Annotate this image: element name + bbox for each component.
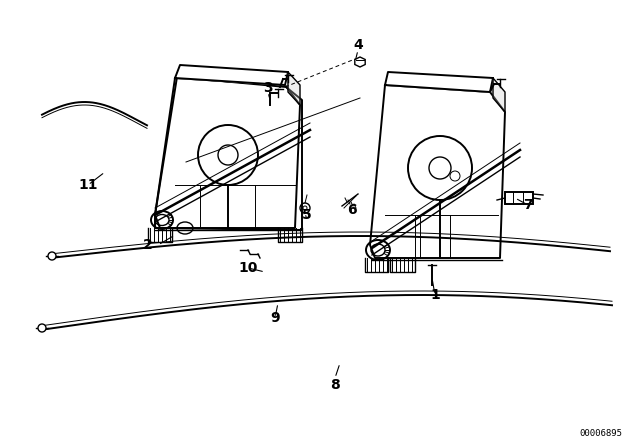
- Polygon shape: [493, 78, 505, 112]
- Text: 8: 8: [330, 378, 340, 392]
- Polygon shape: [385, 72, 493, 92]
- Bar: [505, 192, 533, 204]
- Text: 00006895: 00006895: [579, 429, 623, 438]
- Text: 5: 5: [302, 208, 312, 222]
- Polygon shape: [175, 65, 288, 85]
- Text: 6: 6: [347, 203, 357, 217]
- Text: 9: 9: [270, 311, 280, 325]
- Text: 11: 11: [78, 178, 98, 192]
- Polygon shape: [288, 72, 300, 105]
- Text: 3: 3: [263, 81, 273, 95]
- Circle shape: [38, 324, 46, 332]
- Circle shape: [48, 252, 56, 260]
- Text: 1: 1: [430, 288, 440, 302]
- Text: 7: 7: [523, 198, 533, 212]
- Text: 10: 10: [238, 261, 258, 275]
- Text: 4: 4: [353, 38, 363, 52]
- Text: 2: 2: [143, 238, 153, 252]
